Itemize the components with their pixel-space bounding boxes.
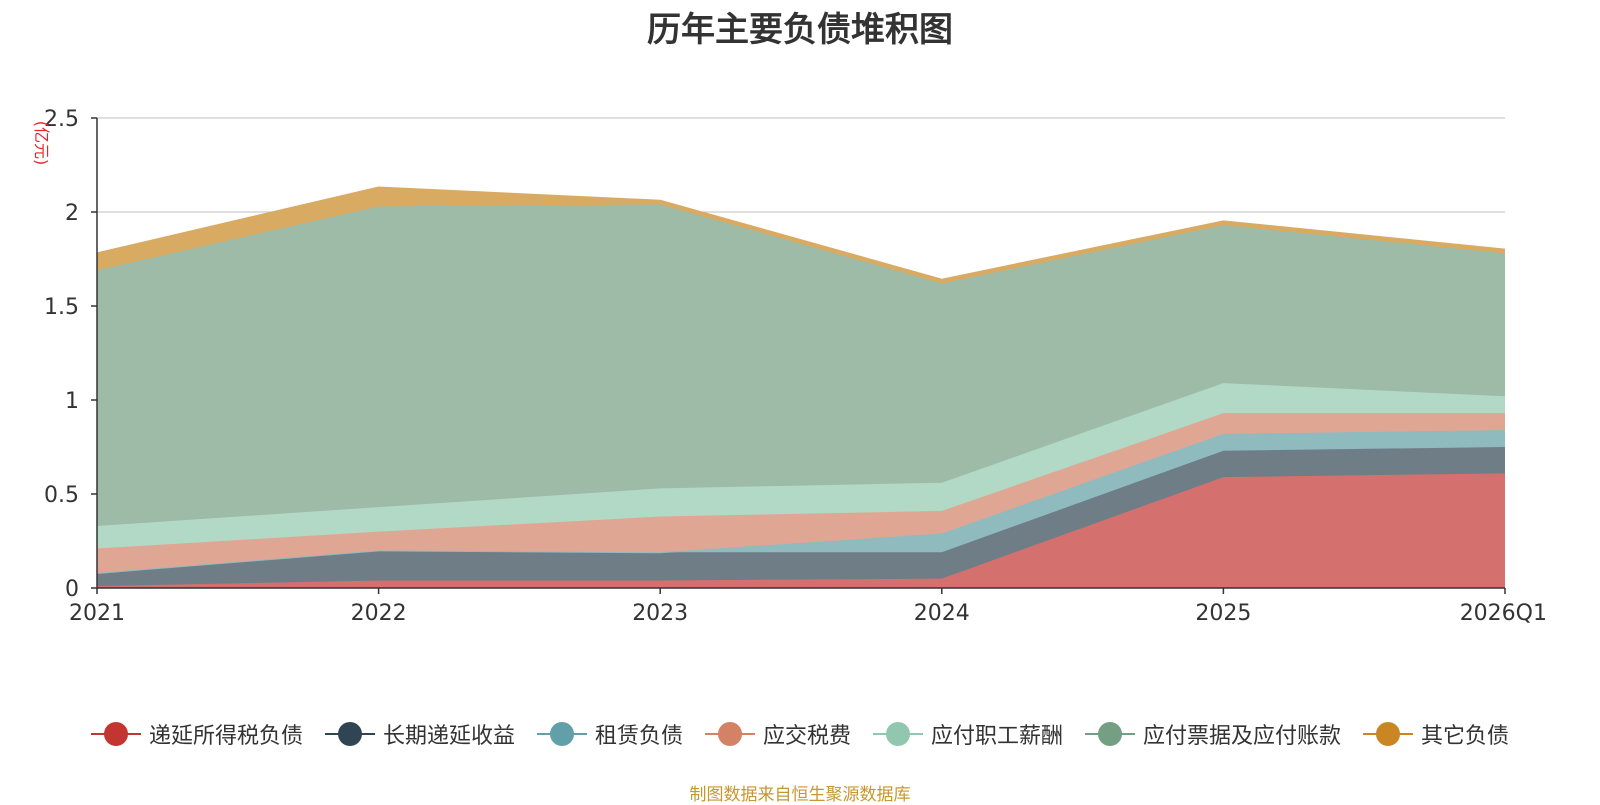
legend-label: 长期递延收益 xyxy=(382,724,515,749)
legend-item[interactable]: 应付票据及应付账款 xyxy=(1085,718,1341,750)
line-其它负债 xyxy=(96,186,1506,281)
x-tick-label: 2025 xyxy=(1195,601,1251,626)
legend-marker xyxy=(1363,722,1414,746)
legend-item[interactable]: 应付职工薪酬 xyxy=(873,718,1063,750)
area-series xyxy=(96,186,1506,588)
legend: 递延所得税负债 长期递延收益 租赁负债 应交税费 应付职工薪酬 应付票据及应付账款 其它负债 xyxy=(0,718,1600,750)
x-tick-label: 2024 xyxy=(914,601,970,626)
chart-title: 历年主要负债堆积图 xyxy=(647,10,953,50)
legend-item[interactable]: 应交税费 xyxy=(704,718,851,750)
y-tick-label: 1.5 xyxy=(44,295,79,320)
area-应交税费 xyxy=(97,413,1505,573)
axes: 0 0.5 1 1.5 2 2.5 2021 2022 2023 2024 2025 2026Q1 xyxy=(44,107,1547,626)
legend-marker xyxy=(1085,722,1136,746)
legend-label: 递延所得税负债 xyxy=(148,724,303,749)
legend-label: 应交税费 xyxy=(762,724,851,749)
y-tick-label: 0.5 xyxy=(44,483,79,508)
legend-label: 应付票据及应付账款 xyxy=(1143,724,1342,749)
legend-marker xyxy=(704,722,755,746)
x-tick-label: 2023 xyxy=(632,601,688,626)
area-租赁负债 xyxy=(97,430,1505,573)
legend-item[interactable]: 其它负债 xyxy=(1363,718,1509,750)
y-tick-label: 2.5 xyxy=(44,107,79,132)
legend-marker xyxy=(90,722,141,746)
y-tick-label: 0 xyxy=(65,577,79,602)
legend-label: 其它负债 xyxy=(1421,724,1510,749)
legend-marker xyxy=(536,722,587,746)
x-tick-label: 2021 xyxy=(69,601,125,626)
legend-label: 应付职工薪酬 xyxy=(931,724,1064,749)
legend-item[interactable]: 长期递延收益 xyxy=(324,718,515,750)
legend-marker xyxy=(873,722,923,746)
legend-label: 租赁负债 xyxy=(594,724,683,749)
legend-marker xyxy=(324,722,375,746)
x-tick-label: 2022 xyxy=(351,601,407,626)
y-tick-label: 1 xyxy=(65,389,79,414)
legend-item[interactable]: 租赁负债 xyxy=(536,718,683,750)
area-应付职工薪酬 xyxy=(97,383,1505,549)
y-tick-label: 2 xyxy=(65,201,79,226)
source-note: 制图数据来自恒生聚源数据库 xyxy=(689,785,911,805)
area-递延所得税负债 xyxy=(97,473,1505,588)
x-tick-label: 2026Q1 xyxy=(1460,601,1547,626)
chart-canvas: 0 0.5 1 1.5 2 2.5 2021 2022 2023 2024 2025 2026Q1 (… xyxy=(32,107,1547,626)
legend-item[interactable]: 递延所得税负债 xyxy=(90,718,303,750)
y-axis-unit-label: (亿元) xyxy=(32,121,51,166)
area-应付票据及应付账款 xyxy=(97,204,1505,526)
